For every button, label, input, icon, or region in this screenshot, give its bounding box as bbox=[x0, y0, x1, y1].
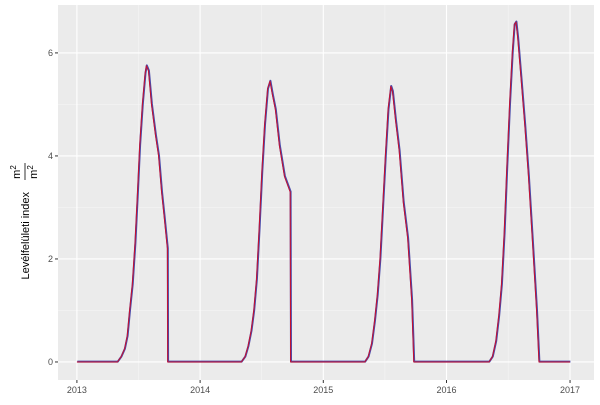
axes: 2013 2014 2015 2016 2017 0 2 4 6 bbox=[48, 48, 580, 395]
x-tick-label: 2017 bbox=[560, 385, 580, 395]
y-axis-title: Levélfelületi index m2 m2 bbox=[9, 163, 40, 279]
x-tick-label: 2015 bbox=[313, 385, 333, 395]
grid bbox=[58, 5, 594, 380]
x-tick-label: 2016 bbox=[436, 385, 456, 395]
y-unit-denominator: m2 bbox=[26, 165, 40, 179]
y-unit-numerator: m2 bbox=[9, 165, 23, 179]
x-tick-label: 2013 bbox=[67, 385, 87, 395]
x-tick-label: 2014 bbox=[190, 385, 210, 395]
y-tick-label: 0 bbox=[48, 357, 53, 367]
y-tick-label: 2 bbox=[48, 254, 53, 264]
y-axis-label: Levélfelületi index bbox=[20, 192, 32, 280]
y-tick-label: 6 bbox=[48, 48, 53, 58]
y-tick-label: 4 bbox=[48, 151, 53, 161]
series-lines bbox=[76, 20, 571, 363]
series-line-2 bbox=[76, 21, 570, 363]
